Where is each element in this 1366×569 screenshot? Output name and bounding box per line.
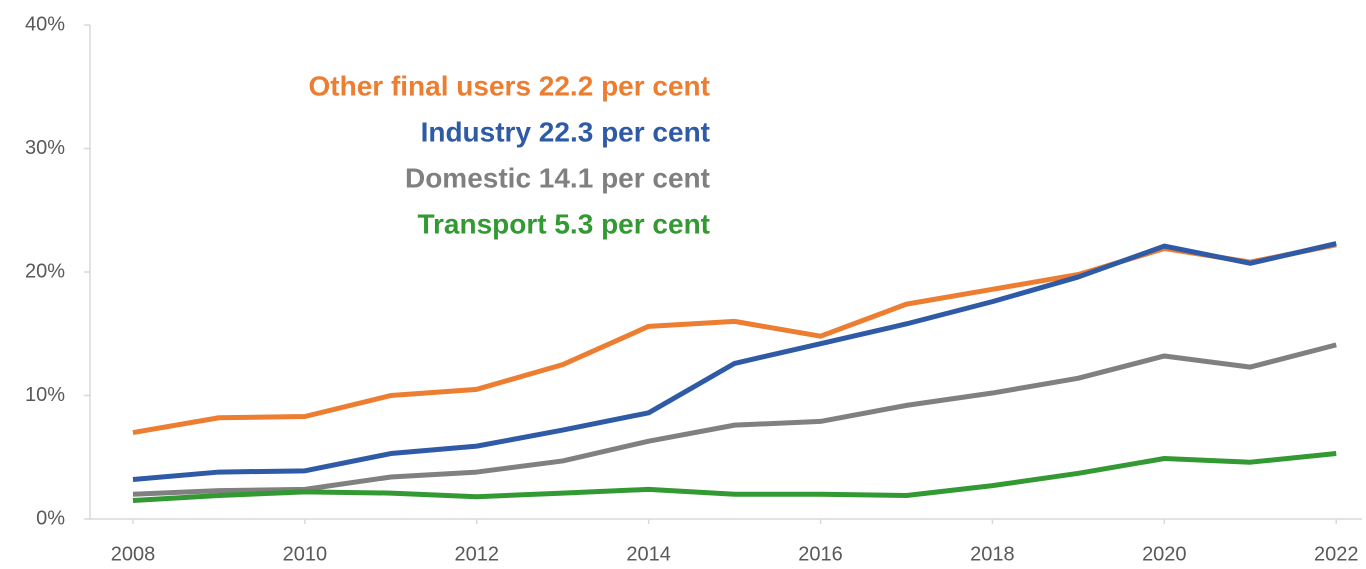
series-line bbox=[132, 451, 1337, 503]
x-tick-label: 2010 bbox=[283, 543, 328, 565]
y-tick-label: 20% bbox=[25, 260, 65, 282]
series-line bbox=[132, 241, 1337, 482]
legend-entry: Industry 22.3 per cent bbox=[421, 116, 710, 147]
x-tick-label: 2018 bbox=[970, 543, 1015, 565]
series-line bbox=[132, 242, 1337, 436]
series-line bbox=[132, 342, 1337, 497]
x-tick-label: 2012 bbox=[455, 543, 500, 565]
legend-entry: Domestic 14.1 per cent bbox=[405, 162, 710, 193]
x-tick-label: 2008 bbox=[111, 543, 156, 565]
legend-entry: Transport 5.3 per cent bbox=[417, 208, 710, 239]
x-tick-label: 2020 bbox=[1142, 543, 1187, 565]
legend-entry: Other final users 22.2 per cent bbox=[309, 70, 711, 101]
y-tick-label: 30% bbox=[25, 137, 65, 159]
y-tick-label: 10% bbox=[25, 384, 65, 406]
x-tick-label: 2014 bbox=[626, 543, 671, 565]
x-tick-label: 2022 bbox=[1314, 543, 1359, 565]
x-tick-label: 2016 bbox=[798, 543, 843, 565]
y-tick-label: 40% bbox=[25, 13, 65, 35]
y-tick-label: 0% bbox=[36, 507, 65, 529]
